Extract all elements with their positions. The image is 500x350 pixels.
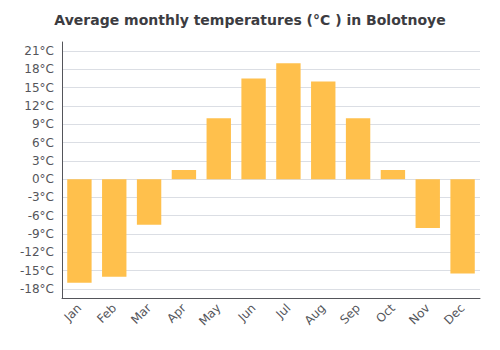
svg-text:15°C: 15°C	[24, 81, 54, 95]
svg-text:-18°C: -18°C	[20, 282, 54, 296]
svg-text:Nov: Nov	[406, 301, 432, 327]
svg-text:Jun: Jun	[235, 301, 259, 325]
svg-text:9°C: 9°C	[32, 117, 54, 131]
svg-text:Jan: Jan	[61, 301, 85, 325]
svg-text:-6°C: -6°C	[28, 209, 54, 223]
svg-text:18°C: 18°C	[24, 62, 54, 76]
svg-text:0°C: 0°C	[32, 172, 54, 186]
svg-text:-3°C: -3°C	[28, 190, 54, 204]
svg-text:Mar: Mar	[128, 301, 154, 327]
svg-text:-9°C: -9°C	[28, 227, 54, 241]
svg-text:Aug: Aug	[302, 301, 328, 327]
svg-text:-12°C: -12°C	[20, 245, 54, 259]
svg-text:Average monthly temperatures (: Average monthly temperatures (°C ) in Bo…	[54, 12, 445, 28]
svg-text:Feb: Feb	[94, 301, 119, 326]
svg-text:-15°C: -15°C	[20, 264, 54, 278]
svg-text:Oct: Oct	[373, 301, 398, 326]
svg-text:Jul: Jul	[273, 301, 294, 322]
svg-text:Sep: Sep	[337, 301, 363, 327]
svg-text:21°C: 21°C	[24, 44, 54, 58]
svg-text:Dec: Dec	[441, 301, 467, 327]
svg-text:6°C: 6°C	[32, 136, 54, 150]
svg-text:Apr: Apr	[164, 301, 189, 326]
svg-text:3°C: 3°C	[32, 154, 54, 168]
svg-text:12°C: 12°C	[24, 99, 54, 113]
svg-text:May: May	[196, 301, 223, 328]
